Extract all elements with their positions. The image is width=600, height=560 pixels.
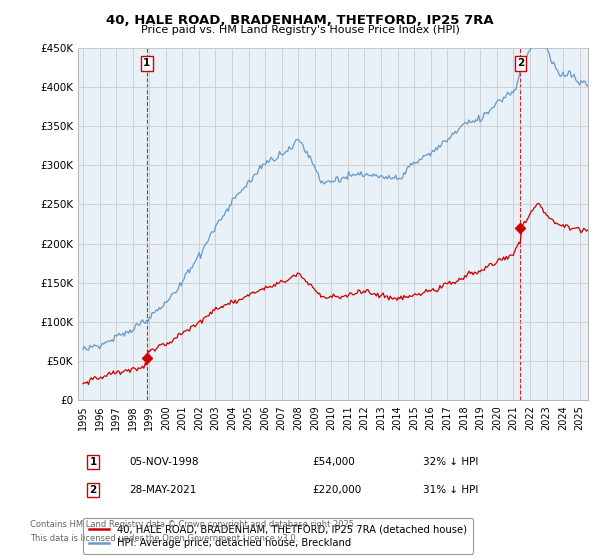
- Text: 40, HALE ROAD, BRADENHAM, THETFORD, IP25 7RA: 40, HALE ROAD, BRADENHAM, THETFORD, IP25…: [106, 14, 494, 27]
- Text: £54,000: £54,000: [312, 457, 355, 467]
- Text: Contains HM Land Registry data © Crown copyright and database right 2025.: Contains HM Land Registry data © Crown c…: [30, 520, 356, 529]
- Text: Price paid vs. HM Land Registry's House Price Index (HPI): Price paid vs. HM Land Registry's House …: [140, 25, 460, 35]
- Text: This data is licensed under the Open Government Licence v3.0.: This data is licensed under the Open Gov…: [30, 534, 298, 543]
- Text: 1: 1: [89, 457, 97, 467]
- Text: 2: 2: [517, 58, 524, 68]
- Text: 2: 2: [89, 485, 97, 495]
- Text: 1: 1: [143, 58, 151, 68]
- Legend: 40, HALE ROAD, BRADENHAM, THETFORD, IP25 7RA (detached house), HPI: Average pric: 40, HALE ROAD, BRADENHAM, THETFORD, IP25…: [83, 519, 473, 554]
- Text: 31% ↓ HPI: 31% ↓ HPI: [423, 485, 478, 495]
- Text: 32% ↓ HPI: 32% ↓ HPI: [423, 457, 478, 467]
- Text: 05-NOV-1998: 05-NOV-1998: [129, 457, 199, 467]
- Text: 28-MAY-2021: 28-MAY-2021: [129, 485, 196, 495]
- Text: £220,000: £220,000: [312, 485, 361, 495]
